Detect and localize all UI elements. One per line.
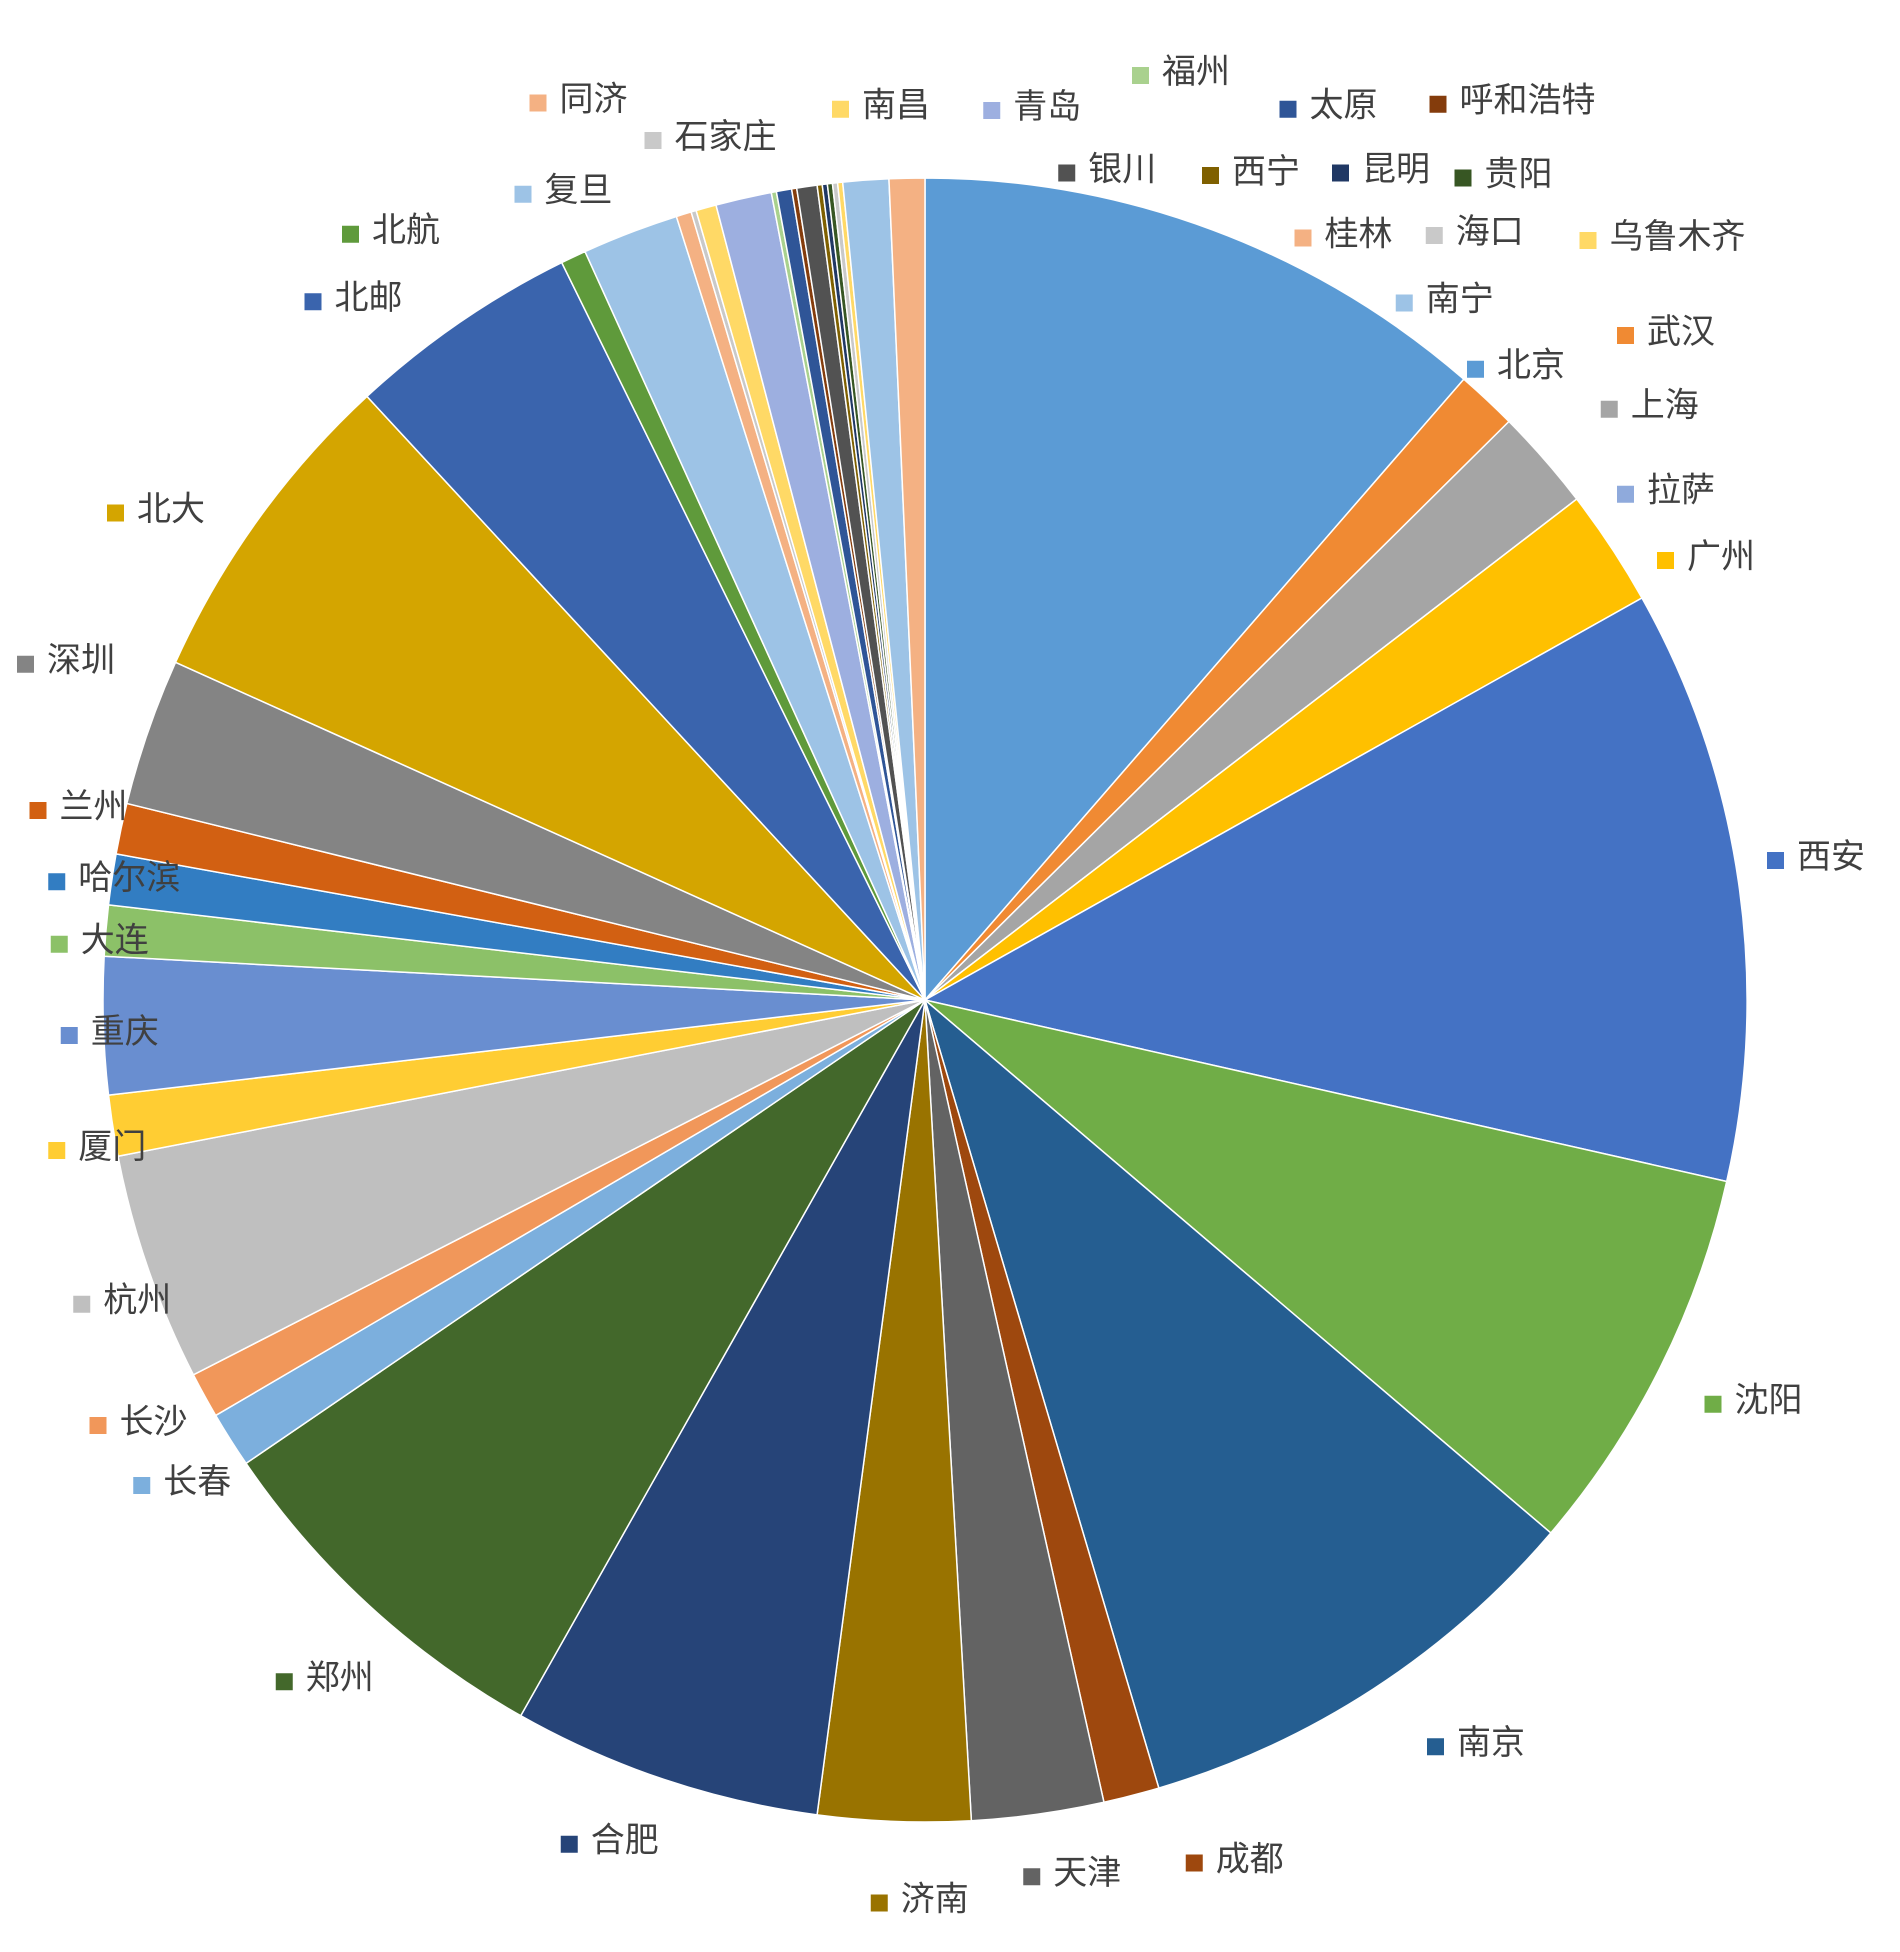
slice-label: 贵阳 xyxy=(1485,155,1553,193)
slice-label: 乌鲁木齐 xyxy=(1610,218,1746,256)
slice-label: 海口 xyxy=(1456,213,1524,251)
slice-label: 深圳 xyxy=(47,643,115,680)
slice-label: 拉萨 xyxy=(1647,472,1715,510)
legend-marker xyxy=(529,94,547,112)
pie-slice xyxy=(365,261,926,1001)
legend-marker xyxy=(514,185,532,203)
legend-marker xyxy=(1058,164,1076,182)
legend-marker xyxy=(1454,169,1472,187)
slice-label: 长春 xyxy=(163,1463,231,1501)
slice-label: 长沙 xyxy=(120,1404,188,1441)
slice-label: 兰州 xyxy=(60,788,128,826)
legend-marker xyxy=(1467,360,1484,378)
slice-label: 济南 xyxy=(901,1880,969,1918)
legend-marker xyxy=(1132,67,1149,84)
legend-marker xyxy=(1767,852,1784,869)
slice-label: 太原 xyxy=(1310,87,1378,125)
slice-label: 武汉 xyxy=(1647,314,1715,351)
pie-slice xyxy=(923,997,1552,1789)
pie-slice xyxy=(244,999,926,1717)
slice-label: 广州 xyxy=(1687,538,1755,576)
legend-marker xyxy=(29,802,47,819)
slice-label: 郑州 xyxy=(306,1660,374,1697)
legend-marker xyxy=(1704,1395,1722,1413)
pie-slice xyxy=(888,177,926,1001)
legend-marker xyxy=(1600,400,1618,418)
legend-marker xyxy=(1395,294,1413,312)
slice-label: 哈尔滨 xyxy=(78,859,180,897)
legend-marker xyxy=(1023,1868,1041,1886)
slice-label: 北邮 xyxy=(335,279,403,317)
slice-label: 呼和浩特 xyxy=(1460,82,1596,120)
legend-marker xyxy=(73,1295,91,1313)
slice-label: 天津 xyxy=(1053,1855,1121,1892)
legend-marker xyxy=(1202,167,1219,184)
pie-slice xyxy=(519,999,926,1816)
legend-marker xyxy=(1429,95,1447,113)
legend-marker xyxy=(304,293,322,311)
slice-label: 合肥 xyxy=(591,1822,659,1860)
slice-label: 南宁 xyxy=(1426,280,1494,318)
legend-marker xyxy=(832,100,849,118)
legend-marker xyxy=(1185,1854,1203,1872)
slice-label: 青岛 xyxy=(1013,88,1081,126)
legend-marker xyxy=(1427,1738,1444,1756)
pie-slice xyxy=(924,177,1465,1003)
legend-marker xyxy=(1617,485,1634,503)
slice-label: 重庆 xyxy=(91,1013,159,1051)
slice-label: 厦门 xyxy=(78,1128,146,1166)
slice-label: 西宁 xyxy=(1232,153,1300,191)
slice-label: 上海 xyxy=(1631,387,1699,425)
legend-marker xyxy=(1279,100,1297,118)
pie-slice xyxy=(924,999,1728,1535)
slice-label: 杭州 xyxy=(103,1282,171,1320)
pie-slice xyxy=(174,395,926,1001)
legend-marker xyxy=(133,1477,151,1494)
slice-label: 福州 xyxy=(1162,54,1230,91)
legend-marker xyxy=(870,1894,888,1912)
legend-marker xyxy=(1579,232,1597,249)
legend-marker xyxy=(48,1142,66,1159)
slice-label: 成都 xyxy=(1216,1840,1284,1878)
legend-marker xyxy=(50,935,68,953)
legend-marker xyxy=(60,1027,78,1044)
slice-label: 西安 xyxy=(1797,838,1865,876)
legend-marker xyxy=(1425,227,1443,244)
legend-marker xyxy=(1617,327,1634,344)
slice-label: 复旦 xyxy=(545,172,613,210)
slice-label: 桂林 xyxy=(1325,215,1393,253)
slice-label: 石家庄 xyxy=(675,118,777,156)
slice-label: 北京 xyxy=(1497,347,1565,385)
slice-label: 南昌 xyxy=(862,87,930,125)
pie-slice xyxy=(922,596,1748,1183)
legend-marker xyxy=(560,1835,578,1853)
slice-label: 银川 xyxy=(1088,151,1156,188)
slice-label: 昆明 xyxy=(1362,151,1430,188)
legend-marker xyxy=(275,1673,293,1691)
legend-marker xyxy=(48,873,66,891)
legend-marker xyxy=(1657,552,1674,569)
slice-label: 沈阳 xyxy=(1735,1382,1803,1420)
legend-marker xyxy=(1332,164,1349,182)
legend-marker xyxy=(342,225,359,243)
legend-marker xyxy=(1294,229,1312,247)
slice-label: 同济 xyxy=(560,80,628,118)
slice-label: 南京 xyxy=(1457,1724,1525,1762)
legend-marker xyxy=(983,102,1001,119)
slice-label: 北航 xyxy=(372,212,440,250)
legend-marker xyxy=(89,1417,107,1434)
legend-marker xyxy=(644,132,662,149)
legend-marker xyxy=(107,504,124,522)
slice-label: 北大 xyxy=(137,490,205,528)
legend-marker xyxy=(17,655,34,673)
slice-label: 大连 xyxy=(81,922,149,960)
pie-slice xyxy=(117,999,926,1376)
